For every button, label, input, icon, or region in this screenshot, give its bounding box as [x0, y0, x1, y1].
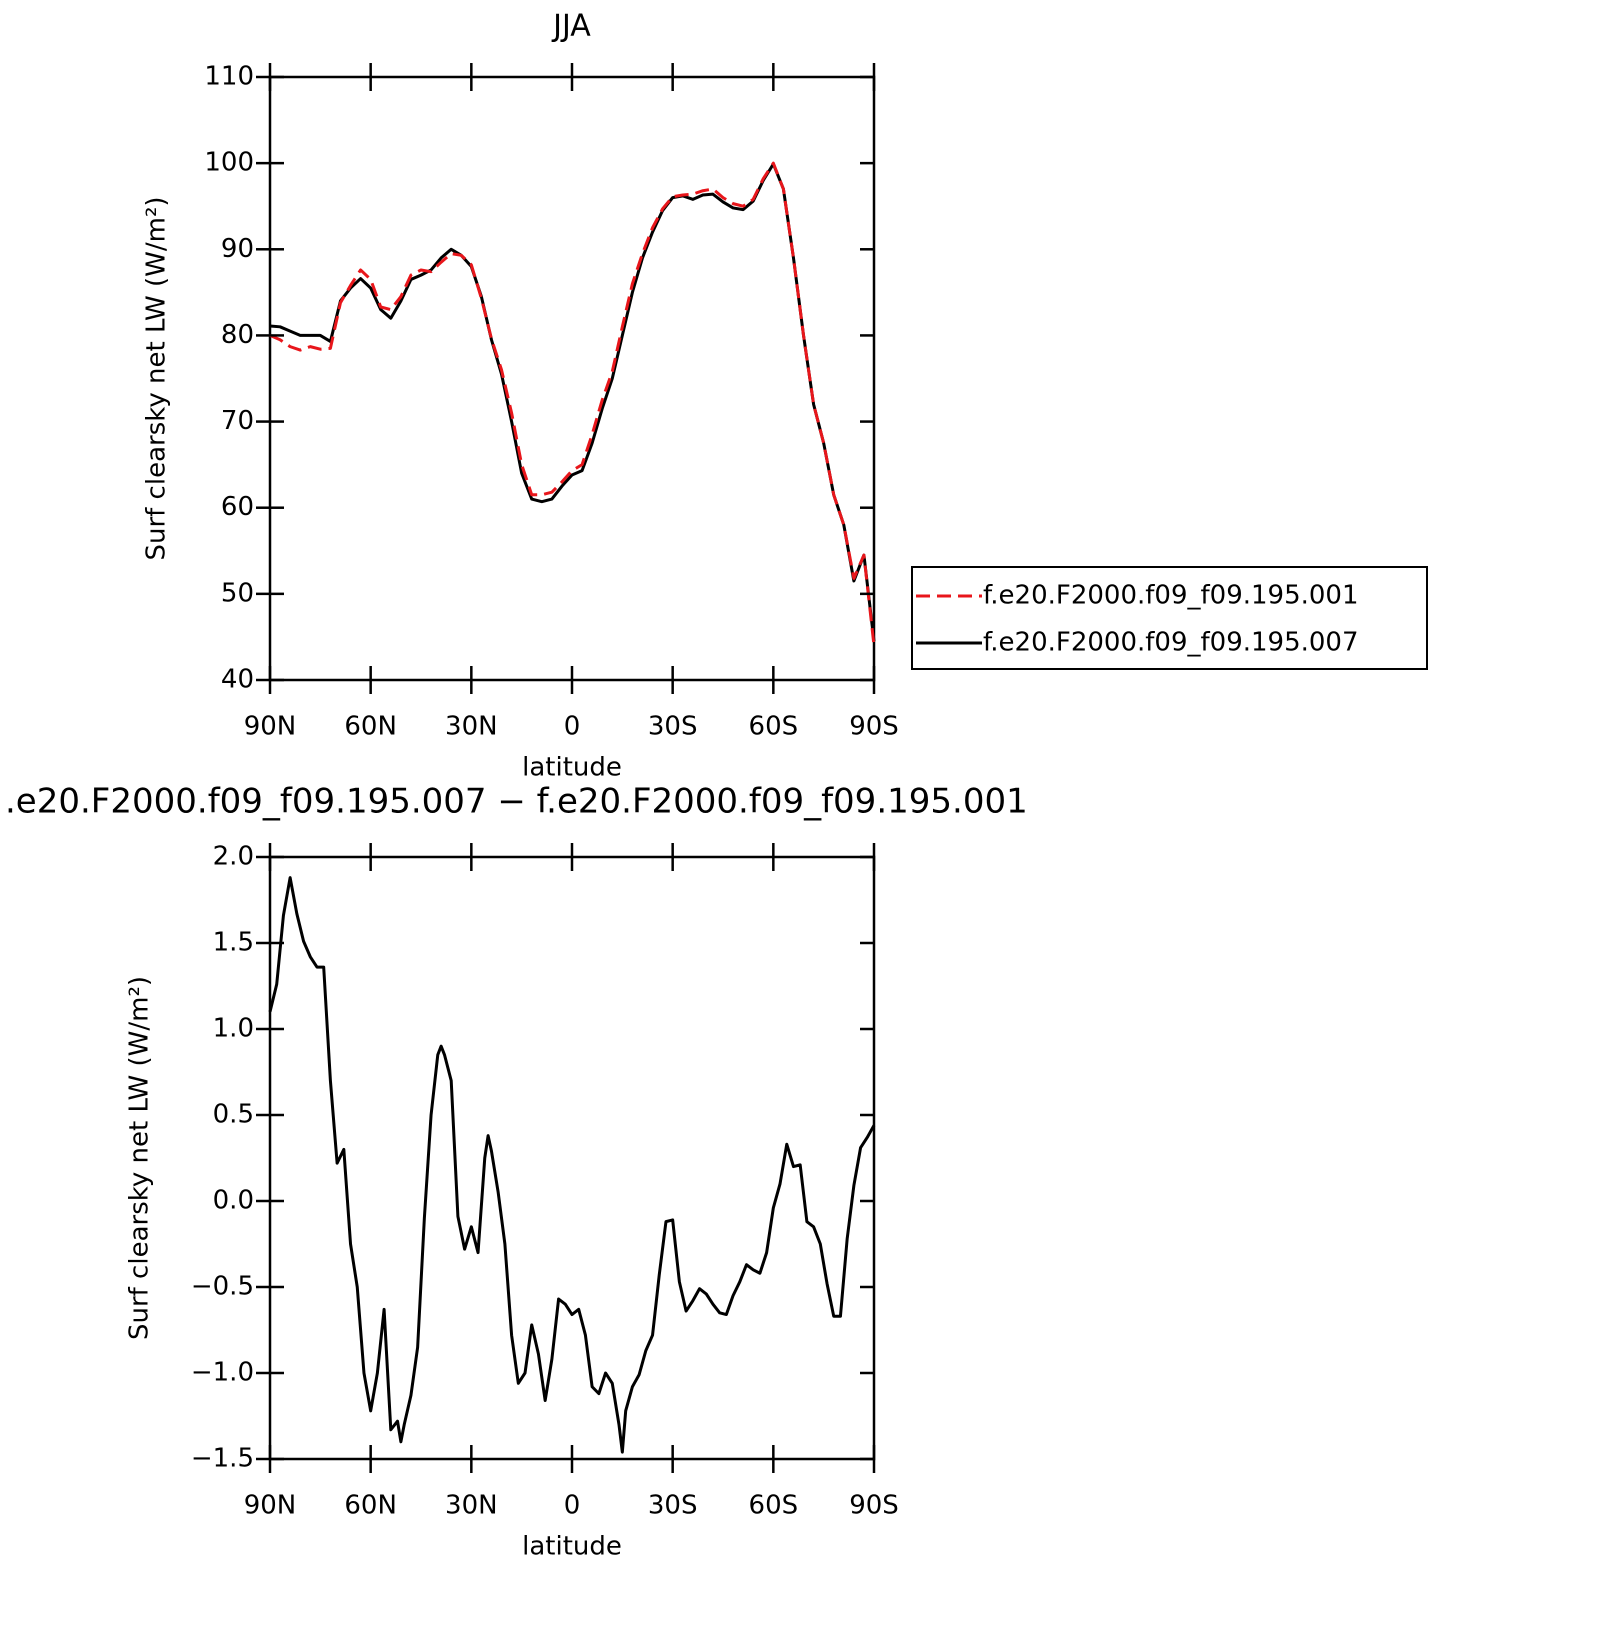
chart-title: .e20.F2000.f09_f09.195.007 − f.e20.F2000… — [5, 782, 1028, 822]
y-tick-label: −1.0 — [191, 1358, 254, 1388]
x-axis-label: latitude — [522, 753, 622, 783]
x-tick-label: 30N — [445, 1491, 498, 1521]
data-line — [269, 162, 876, 642]
y-tick-label: 90 — [221, 234, 254, 264]
x-tick-label: 0 — [564, 1491, 581, 1521]
chart-title: JJA — [551, 9, 591, 44]
x-tick-label: 60S — [749, 712, 799, 742]
data-line — [269, 161, 876, 646]
x-tick-label: 90S — [849, 712, 899, 742]
x-tick-label: 60S — [749, 1491, 799, 1521]
y-tick-label: 1.0 — [213, 1014, 254, 1044]
x-tick-label: 30N — [445, 712, 498, 742]
x-tick-label: 30S — [648, 712, 698, 742]
x-tick-label: 60N — [344, 1491, 397, 1521]
legend-box — [911, 566, 1428, 670]
y-tick-label: 110 — [204, 62, 254, 92]
y-tick-label: 0.0 — [213, 1186, 254, 1216]
y-tick-label: 2.0 — [213, 842, 254, 872]
y-tick-label: −1.5 — [191, 1444, 254, 1474]
y-tick-label: 70 — [221, 406, 254, 436]
y-tick-label: 40 — [221, 665, 254, 695]
x-tick-label: 0 — [564, 712, 581, 742]
data-line — [268, 876, 876, 1454]
y-tick-label: 80 — [221, 320, 254, 350]
y-tick-label: 50 — [221, 578, 254, 608]
y-axis-label: Surf clearsky net LW (W/m²) — [125, 976, 155, 1340]
y-tick-label: −0.5 — [191, 1272, 254, 1302]
legend-label: f.e20.F2000.f09_f09.195.007 — [983, 628, 1359, 658]
x-tick-label: 90N — [244, 712, 297, 742]
plot-frame — [268, 75, 876, 682]
y-tick-label: 60 — [221, 492, 254, 522]
legend-label: f.e20.F2000.f09_f09.195.001 — [983, 581, 1359, 611]
x-tick-label: 90N — [244, 1491, 297, 1521]
x-axis-label: latitude — [522, 1532, 622, 1562]
y-tick-label: 1.5 — [213, 928, 254, 958]
y-tick-label: 0.5 — [213, 1100, 254, 1130]
y-axis-label: Surf clearsky net LW (W/m²) — [142, 196, 172, 560]
x-tick-label: 60N — [344, 712, 397, 742]
x-tick-label: 90S — [849, 1491, 899, 1521]
x-tick-label: 30S — [648, 1491, 698, 1521]
y-tick-label: 100 — [204, 148, 254, 178]
